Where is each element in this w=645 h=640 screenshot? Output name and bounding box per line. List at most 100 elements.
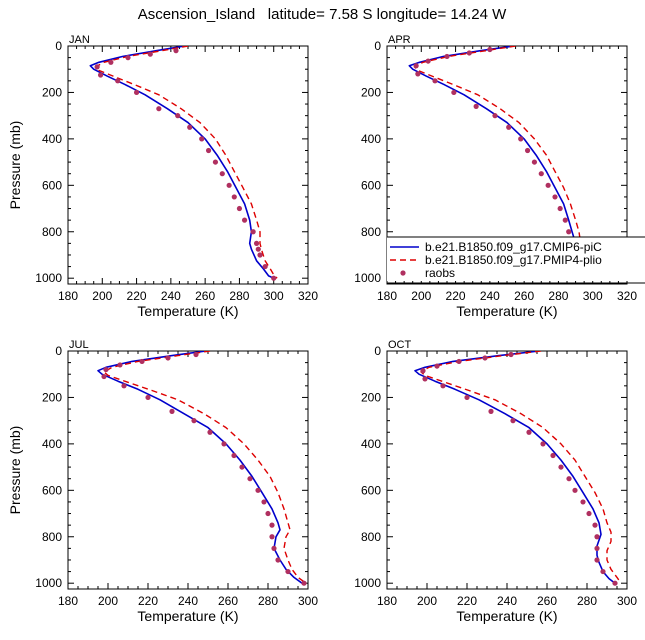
x-tick-label: 280 bbox=[548, 289, 568, 303]
x-tick-label: 200 bbox=[92, 289, 112, 303]
raobs-point bbox=[434, 363, 440, 369]
raobs-point bbox=[466, 50, 472, 56]
panel-label: JUL bbox=[69, 339, 89, 351]
raobs-point bbox=[165, 355, 171, 361]
raobs-point bbox=[413, 63, 419, 69]
y-tick-label: 600 bbox=[361, 483, 381, 497]
x-tick-label: 180 bbox=[58, 289, 78, 303]
legend-label: raobs bbox=[425, 266, 455, 280]
raobs-point bbox=[425, 58, 431, 64]
raobs-point bbox=[524, 147, 531, 154]
y-tick-label: 0 bbox=[374, 39, 381, 53]
y-tick-label: 800 bbox=[361, 225, 381, 239]
raobs-point bbox=[558, 464, 564, 470]
raobs-point bbox=[103, 366, 109, 373]
x-tick-label: 220 bbox=[138, 594, 158, 608]
raobs-point bbox=[285, 568, 291, 575]
chart-panel-jan: 180 200 220 240 260 280 300 320 0 200 400 600 800 100… bbox=[7, 34, 318, 319]
raobs-point bbox=[199, 136, 205, 142]
raobs-point bbox=[538, 171, 544, 177]
y-tick-label: 400 bbox=[42, 437, 62, 451]
series-group bbox=[414, 351, 622, 586]
raobs-point bbox=[440, 383, 446, 389]
x-tick-label: 240 bbox=[497, 594, 517, 608]
x-tick-label: 200 bbox=[411, 289, 431, 303]
y-tick-label: 600 bbox=[361, 178, 381, 192]
figure-title: Ascension_Island latitude= 7.58 S longit… bbox=[138, 6, 507, 23]
y-tick-label: 200 bbox=[361, 390, 381, 404]
chart-panel-jul: 180 200 220 240 260 280 300 0 200 400 600 800 1000 JU… bbox=[7, 339, 318, 624]
y-tick-label: 200 bbox=[42, 85, 62, 99]
raobs-point bbox=[187, 124, 193, 130]
y-tick-label: 600 bbox=[42, 483, 62, 497]
y-tick-label: 200 bbox=[42, 390, 62, 404]
x-tick-label: 180 bbox=[377, 594, 397, 608]
raobs-point bbox=[115, 78, 121, 84]
raobs-point bbox=[482, 355, 488, 361]
y-tick-label: 1000 bbox=[354, 271, 381, 285]
raobs-point bbox=[580, 499, 586, 505]
y-tick-label: 200 bbox=[361, 85, 381, 99]
raobs-point bbox=[508, 351, 514, 358]
raobs-point bbox=[518, 136, 524, 142]
raobs-point bbox=[550, 452, 556, 459]
raobs-point bbox=[473, 103, 479, 109]
x-tick-label: 240 bbox=[161, 289, 181, 303]
x-tick-label: 320 bbox=[617, 289, 637, 303]
raobs-point bbox=[221, 441, 227, 447]
x-tick-label: 200 bbox=[417, 594, 437, 608]
series-line-cmip6-pic bbox=[89, 46, 275, 279]
raobs-point bbox=[592, 522, 598, 528]
x-tick-label: 260 bbox=[537, 594, 557, 608]
plot-frame bbox=[386, 350, 628, 590]
x-tick-label: 280 bbox=[577, 594, 597, 608]
raobs-point bbox=[586, 510, 592, 517]
raobs-point bbox=[175, 113, 181, 119]
raobs-point bbox=[94, 64, 100, 70]
y-tick-label: 400 bbox=[42, 132, 62, 146]
legend: b.e21.B1850.f09_g17.CMIP6-piCb.e21.B1850… bbox=[387, 236, 645, 284]
raobs-point bbox=[572, 487, 578, 493]
x-tick-label: 180 bbox=[377, 289, 397, 303]
legend-box bbox=[387, 237, 645, 281]
raobs-point bbox=[464, 394, 470, 401]
raobs-point bbox=[212, 159, 219, 165]
y-tick-label: 1000 bbox=[354, 576, 381, 590]
raobs-point bbox=[247, 476, 253, 482]
x-tick-label: 220 bbox=[457, 594, 477, 608]
raobs-point bbox=[239, 464, 245, 470]
y-tick-label: 0 bbox=[55, 39, 62, 53]
x-tick-label: 240 bbox=[480, 289, 500, 303]
x-tick-label: 180 bbox=[58, 594, 78, 608]
raobs-point bbox=[487, 46, 493, 53]
raobs-point bbox=[193, 351, 199, 358]
raobs-point bbox=[226, 182, 232, 188]
raobs-point bbox=[241, 217, 248, 223]
x-axis-title: Temperature (K) bbox=[137, 608, 238, 624]
raobs-point bbox=[257, 252, 263, 258]
raobs-point bbox=[432, 78, 438, 84]
raobs-point bbox=[250, 229, 256, 235]
y-tick-label: 1000 bbox=[35, 576, 62, 590]
series-group bbox=[97, 351, 307, 586]
raobs-point bbox=[552, 194, 558, 200]
raobs-point bbox=[451, 89, 457, 96]
raobs-point bbox=[145, 394, 151, 401]
x-axis-title: Temperature (K) bbox=[456, 608, 557, 624]
raobs-point bbox=[531, 159, 538, 165]
raobs-point bbox=[566, 476, 572, 482]
x-tick-label: 320 bbox=[298, 289, 318, 303]
x-tick-label: 260 bbox=[195, 289, 215, 303]
raobs-point bbox=[261, 499, 267, 505]
raobs-point bbox=[147, 51, 153, 57]
raobs-point bbox=[207, 429, 213, 435]
raobs-point bbox=[231, 194, 237, 200]
raobs-point bbox=[488, 408, 494, 414]
raobs-point bbox=[594, 534, 600, 540]
x-tick-label: 300 bbox=[617, 594, 637, 608]
raobs-point bbox=[255, 487, 261, 493]
legend-label: b.e21.B1850.f09_g17.PMIP4-plio bbox=[425, 253, 602, 267]
raobs-point bbox=[545, 182, 551, 188]
legend-label: b.e21.B1850.f09_g17.CMIP6-piC bbox=[425, 240, 602, 254]
